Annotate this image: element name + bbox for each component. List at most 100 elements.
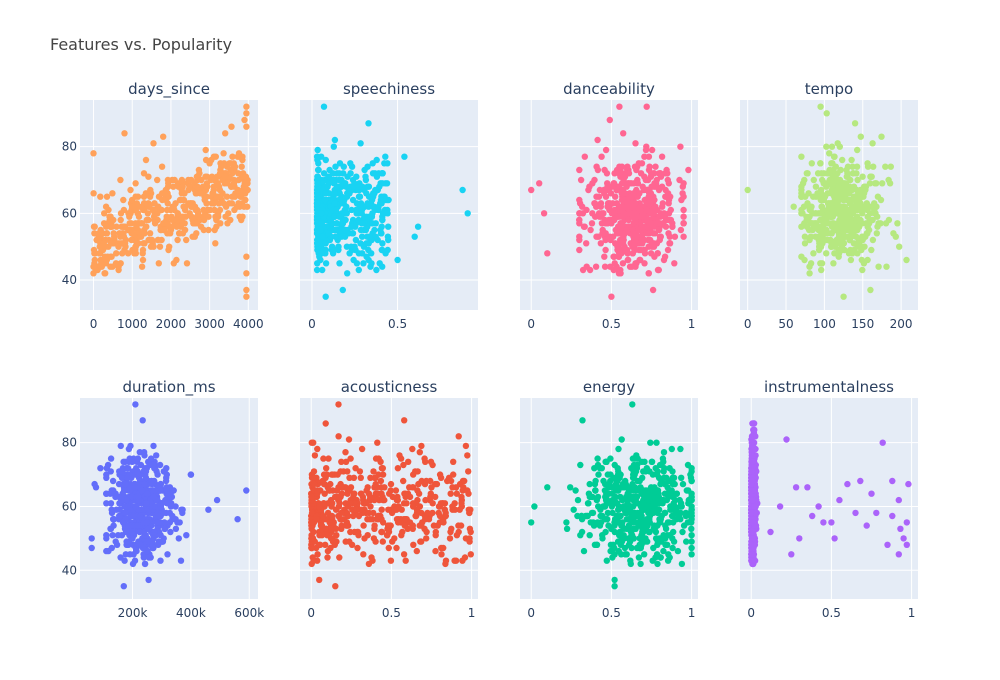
data-point — [464, 487, 471, 494]
data-point — [314, 173, 321, 180]
data-point — [887, 163, 894, 170]
data-point — [820, 170, 828, 177]
data-point — [348, 206, 355, 214]
data-point — [605, 480, 612, 488]
data-point — [687, 519, 695, 526]
y-tick-label: 40 — [62, 273, 77, 287]
data-point — [174, 236, 181, 244]
data-point — [592, 477, 599, 485]
data-point — [630, 220, 637, 227]
data-point — [97, 465, 104, 472]
data-point — [576, 246, 583, 254]
data-point — [319, 266, 326, 274]
data-point — [317, 522, 325, 529]
data-point — [826, 176, 833, 184]
data-point — [599, 532, 606, 539]
data-point — [169, 216, 176, 224]
data-point — [103, 474, 110, 481]
data-point — [671, 503, 678, 510]
data-point — [846, 236, 853, 244]
data-point — [649, 286, 657, 294]
data-point — [466, 535, 473, 542]
data-point — [621, 535, 628, 542]
data-point — [353, 260, 361, 267]
data-point — [350, 512, 357, 520]
data-point — [581, 153, 588, 160]
data-point — [385, 506, 392, 513]
data-point — [574, 496, 582, 504]
data-point — [330, 143, 337, 150]
data-point — [815, 503, 822, 510]
data-point — [624, 500, 631, 507]
data-point — [154, 236, 162, 244]
data-point — [668, 445, 675, 453]
data-point — [372, 220, 379, 227]
data-point — [869, 216, 876, 224]
data-point — [824, 206, 831, 214]
x-tick-label: 0 — [308, 317, 316, 331]
data-point — [373, 156, 380, 164]
data-point — [113, 250, 120, 257]
data-point — [895, 551, 902, 558]
data-point — [354, 544, 361, 552]
data-point — [324, 532, 331, 539]
data-point — [673, 490, 680, 497]
data-point — [155, 512, 162, 520]
data-point — [107, 468, 115, 475]
data-point — [618, 551, 625, 558]
data-point — [648, 206, 656, 214]
data-point — [744, 186, 751, 194]
data-point — [322, 525, 330, 532]
data-point — [884, 541, 891, 548]
data-point — [896, 243, 903, 250]
data-point — [660, 468, 667, 475]
subplot-title-energy: energy — [583, 378, 635, 396]
data-point — [367, 474, 374, 481]
data-point — [847, 176, 854, 184]
data-point — [678, 474, 685, 481]
data-point — [812, 210, 820, 217]
data-point — [224, 180, 231, 187]
data-point — [134, 493, 142, 501]
data-point — [831, 535, 838, 542]
data-point — [667, 193, 674, 200]
data-point — [357, 140, 364, 147]
data-point — [139, 246, 147, 254]
data-point — [645, 503, 652, 510]
data-point — [631, 163, 639, 170]
data-point — [188, 203, 195, 210]
data-point — [369, 210, 376, 217]
x-tick-label: 0 — [527, 317, 535, 331]
data-point — [671, 233, 679, 240]
data-point — [864, 256, 871, 264]
data-point — [599, 512, 606, 520]
data-point — [127, 186, 134, 194]
data-point — [216, 170, 224, 177]
panel-danceability: 0 0.5 1 danceability — [520, 80, 698, 331]
data-point — [889, 477, 896, 485]
data-point — [320, 170, 328, 177]
data-point — [314, 180, 321, 187]
data-point — [466, 509, 473, 517]
data-point — [440, 544, 447, 552]
data-point — [172, 200, 179, 207]
data-point — [651, 493, 658, 501]
data-point — [594, 455, 601, 462]
data-point — [391, 535, 398, 542]
data-point — [839, 223, 847, 230]
data-point — [857, 477, 864, 485]
data-point — [369, 170, 377, 177]
data-point — [850, 183, 858, 190]
data-point — [450, 458, 457, 465]
data-point — [393, 544, 400, 552]
data-point — [394, 465, 402, 472]
data-point — [595, 471, 602, 478]
data-point — [613, 166, 621, 174]
data-point — [455, 433, 462, 440]
data-point — [828, 243, 835, 250]
data-point — [544, 484, 551, 491]
data-point — [138, 263, 146, 270]
data-point — [349, 230, 357, 237]
data-point — [149, 461, 157, 469]
